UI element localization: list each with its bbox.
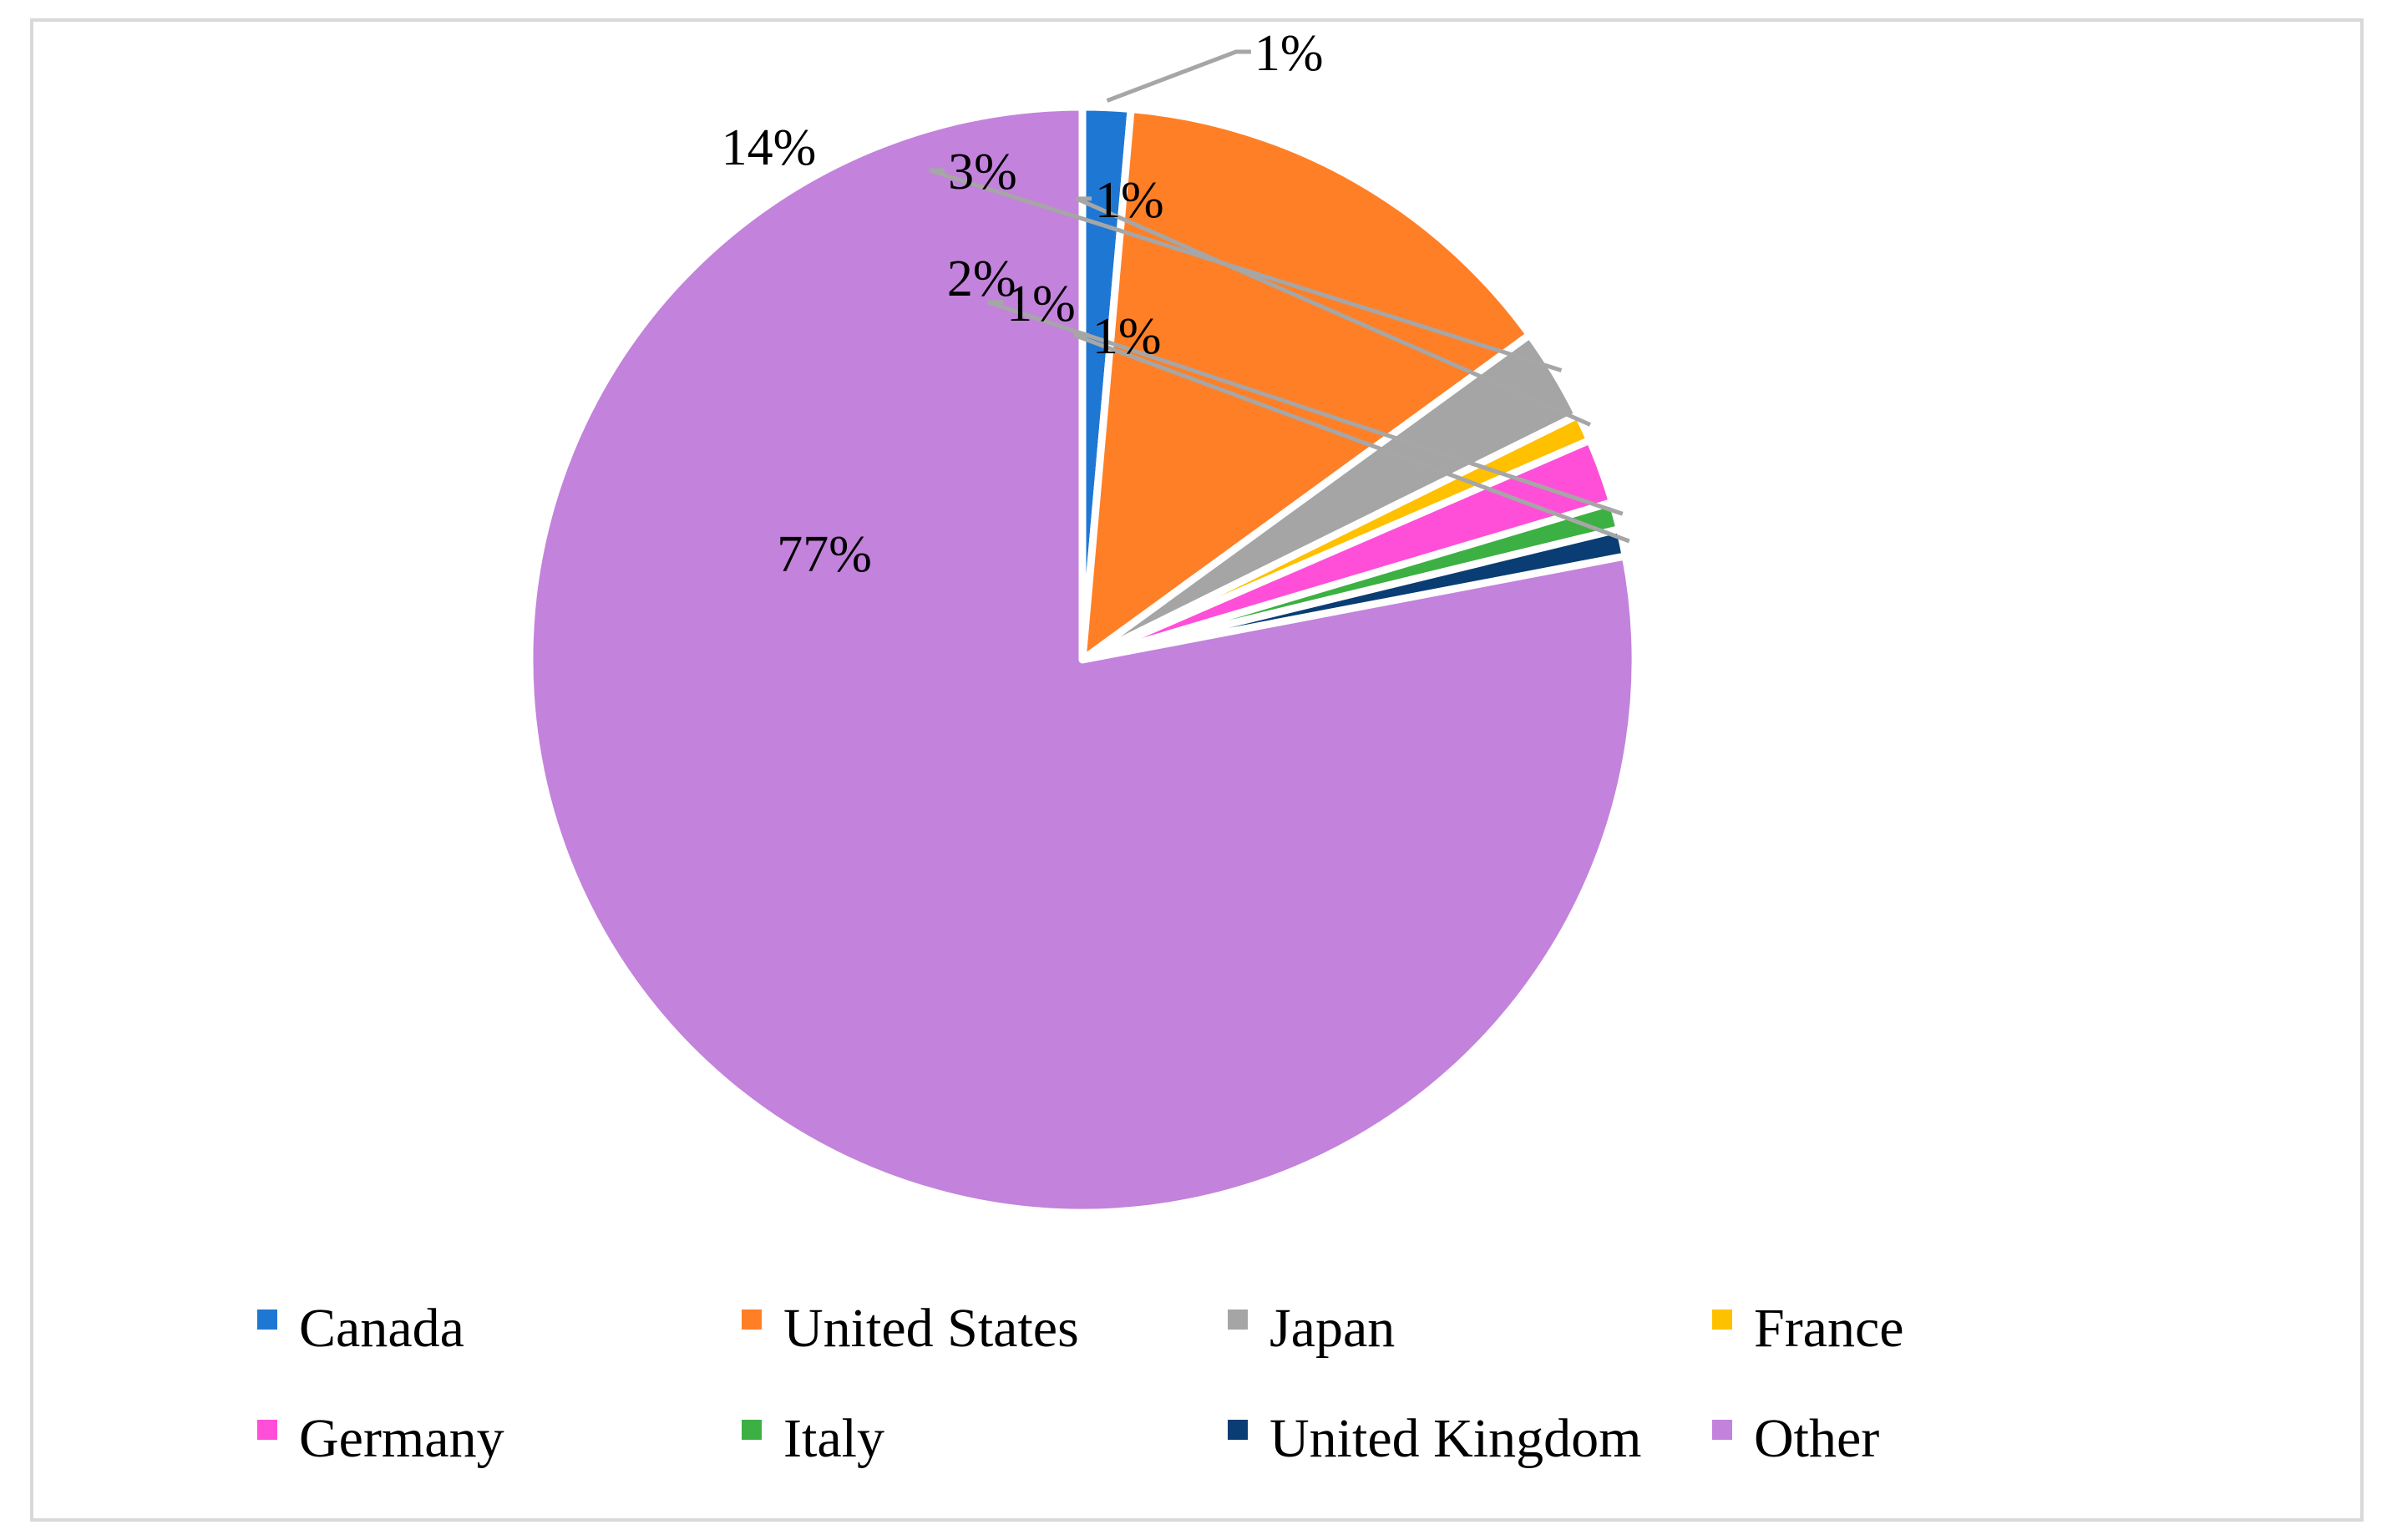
data-label-france: 1% (1095, 172, 1164, 229)
data-label-italy: 1% (1006, 276, 1076, 332)
data-label-germany: 2% (947, 251, 1016, 307)
leader-line-italy (987, 300, 1624, 516)
legend-label-other: Other (1754, 1408, 1879, 1469)
pie-slices (525, 103, 1639, 1217)
leader-line-canada (1106, 49, 1251, 103)
data-labels: 1%14% 3% 1%2%1%1%77% (722, 25, 1324, 583)
legend-label-italy: Italy (783, 1408, 884, 1469)
legend-swatch-japan (1228, 1310, 1248, 1330)
leader-line-france (1075, 196, 1592, 427)
legend-swatch-germany (257, 1420, 277, 1440)
legend-swatch-united-states (742, 1310, 762, 1330)
leader-lines (929, 49, 1630, 544)
pie-slice-other (525, 103, 1639, 1217)
pie-slice-united-states (1078, 105, 1534, 664)
legend-swatch-canada (257, 1310, 277, 1330)
legend-label-france: France (1754, 1298, 1904, 1359)
data-label-canada: 1% (1254, 25, 1324, 82)
leader-line-united-kingdom (1073, 332, 1630, 544)
legend-label-germany: Germany (299, 1408, 504, 1469)
legend-label-canada: Canada (299, 1298, 464, 1359)
legend-label-japan: Japan (1269, 1298, 1395, 1359)
data-label-japan: 3% (948, 144, 1017, 200)
legend: Canada United States Japan France Germany Ita… (257, 1298, 1904, 1469)
legend-swatch-italy (742, 1420, 762, 1440)
data-label-united-states: 14% (722, 119, 817, 176)
data-label-united-kingdom: 1% (1092, 308, 1162, 365)
legend-swatch-other (1712, 1420, 1732, 1440)
legend-swatch-united-kingdom (1228, 1420, 1248, 1440)
data-label-other: 77% (777, 526, 872, 583)
leader-line-japan (929, 168, 1563, 372)
legend-swatch-france (1712, 1310, 1732, 1330)
legend-label-united-kingdom: United Kingdom (1269, 1408, 1641, 1469)
legend-label-united-states: United States (783, 1298, 1079, 1359)
